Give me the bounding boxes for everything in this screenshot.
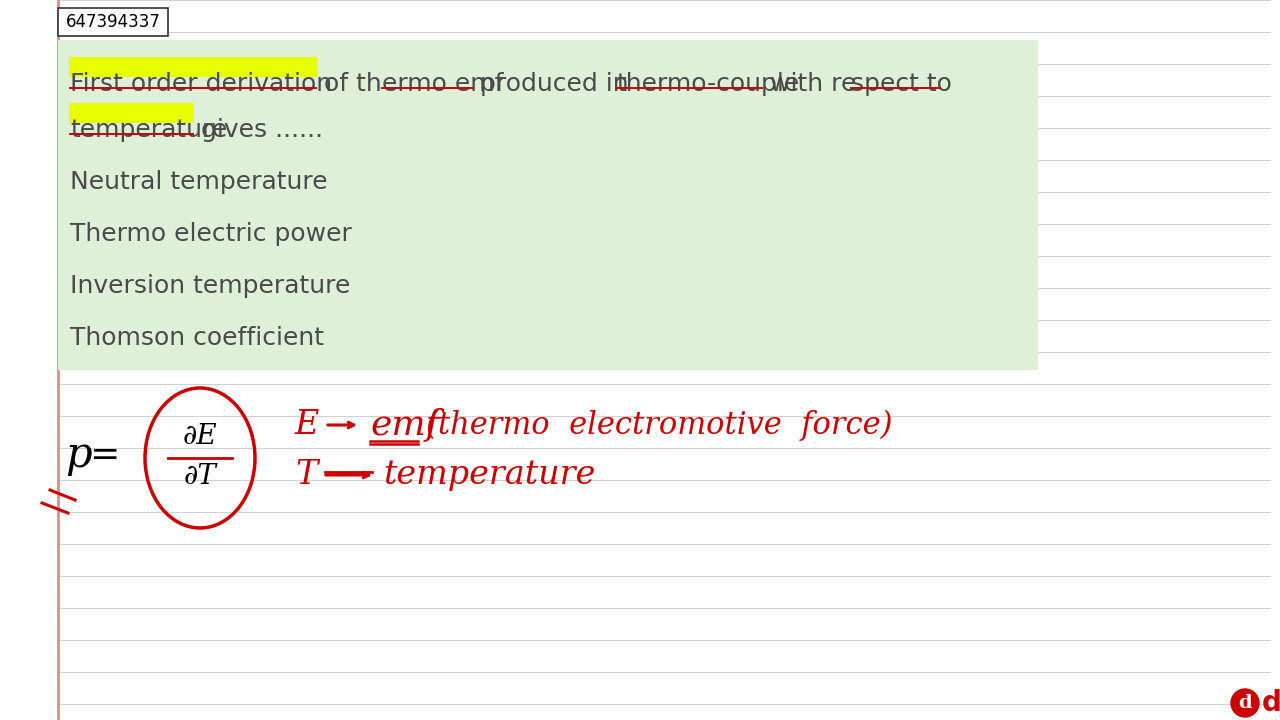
Text: T: T (294, 459, 317, 491)
Text: Thermo electric power: Thermo electric power (70, 222, 352, 246)
Text: with re: with re (762, 72, 856, 96)
Text: =: = (90, 438, 119, 472)
Bar (69, 103, 193, 123)
Text: Neutral temperature: Neutral temperature (70, 170, 328, 194)
Text: temperature: temperature (70, 118, 228, 142)
Text: p: p (65, 434, 92, 476)
Text: Thomson coefficient: Thomson coefficient (70, 326, 324, 350)
Text: temperature: temperature (383, 459, 595, 491)
Text: emf: emf (370, 408, 439, 442)
Text: ermo emf: ermo emf (383, 72, 504, 96)
Text: ∂E: ∂E (183, 423, 218, 451)
Text: ∂T: ∂T (183, 464, 216, 490)
Text: produced in: produced in (472, 72, 636, 96)
Text: doubtnut: doubtnut (1262, 689, 1280, 717)
Text: First order derivation: First order derivation (70, 72, 332, 96)
FancyBboxPatch shape (58, 8, 168, 36)
Text: d: d (1238, 694, 1252, 712)
Text: thermo-couple: thermo-couple (617, 72, 800, 96)
Text: (thermo  electromotive  force): (thermo electromotive force) (426, 410, 893, 441)
Text: gives ......: gives ...... (193, 118, 323, 142)
FancyBboxPatch shape (58, 40, 1038, 370)
Circle shape (1231, 689, 1260, 717)
Bar (69, 57, 316, 78)
Text: 647394337: 647394337 (65, 13, 160, 31)
Text: E: E (294, 409, 320, 441)
Text: Inversion temperature: Inversion temperature (70, 274, 351, 298)
Text: of th: of th (315, 72, 381, 96)
Text: spect to: spect to (851, 72, 952, 96)
